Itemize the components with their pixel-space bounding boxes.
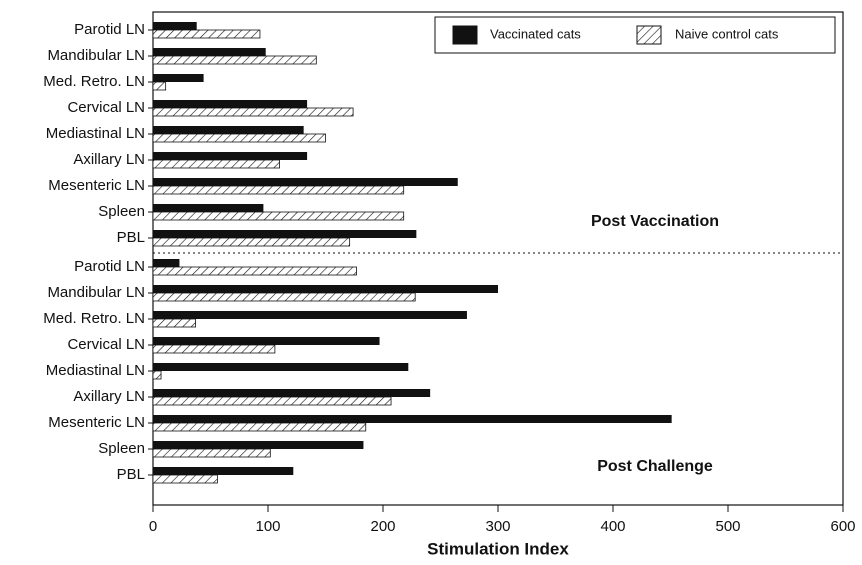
legend-swatch <box>636 25 662 45</box>
bar <box>152 29 261 39</box>
bar <box>152 448 271 458</box>
bar <box>153 285 498 293</box>
y-tick-label: Mesenteric LN <box>48 414 145 431</box>
bar <box>152 133 326 143</box>
bar <box>153 48 266 56</box>
bar <box>153 22 197 30</box>
y-tick-label: Parotid LN <box>74 258 145 275</box>
bar <box>152 344 276 354</box>
panel-annotation: Post Challenge <box>597 458 713 475</box>
x-tick-label: 100 <box>255 518 280 535</box>
legend-label: Vaccinated cats <box>490 26 581 41</box>
bar <box>153 259 180 267</box>
legend-label: Naive control cats <box>675 26 779 41</box>
bar <box>152 292 416 302</box>
bar <box>153 311 467 319</box>
x-axis-label: Stimulation Index <box>427 539 569 558</box>
y-tick-label: Mediastinal LN <box>46 362 145 379</box>
bar <box>152 396 392 406</box>
x-tick-label: 300 <box>485 518 510 535</box>
y-tick-label: Axillary LN <box>73 388 145 405</box>
y-tick-label: Spleen <box>98 440 145 457</box>
x-tick-label: 400 <box>600 518 625 535</box>
bar <box>152 474 218 484</box>
y-tick-label: Med. Retro. LN <box>43 73 145 90</box>
bar <box>153 363 409 371</box>
panel-annotation: Post Vaccination <box>591 213 719 230</box>
bar <box>153 415 672 423</box>
y-tick-label: Mandibular LN <box>47 47 145 64</box>
y-tick-label: Cervical LN <box>67 336 145 353</box>
bar <box>153 441 364 449</box>
x-tick-label: 600 <box>830 518 855 535</box>
legend-box <box>434 16 836 54</box>
bar <box>153 74 204 82</box>
y-tick-label: PBL <box>117 229 145 246</box>
bar <box>153 178 458 186</box>
y-tick-label: Spleen <box>98 203 145 220</box>
y-tick-label: Mesenteric LN <box>48 177 145 194</box>
bar <box>152 318 196 328</box>
bar <box>153 230 417 238</box>
bar <box>153 126 304 134</box>
bar <box>153 467 294 475</box>
x-tick-label: 500 <box>715 518 740 535</box>
legend-swatch <box>452 25 478 45</box>
bar <box>152 55 317 65</box>
bar <box>152 81 167 91</box>
bar <box>152 422 367 432</box>
bar <box>153 204 264 212</box>
bar <box>152 266 357 276</box>
bar <box>153 337 380 345</box>
x-tick-label: 0 <box>149 518 157 535</box>
y-tick-label: Mediastinal LN <box>46 125 145 142</box>
bar <box>152 370 162 380</box>
bar <box>152 159 280 169</box>
bar <box>153 100 308 108</box>
bar <box>152 185 405 195</box>
y-tick-label: Mandibular LN <box>47 284 145 301</box>
bar <box>152 211 405 221</box>
y-tick-label: Cervical LN <box>67 99 145 116</box>
y-tick-label: Parotid LN <box>74 21 145 38</box>
y-tick-label: Med. Retro. LN <box>43 310 145 327</box>
y-tick-label: Axillary LN <box>73 151 145 168</box>
x-tick-label: 200 <box>370 518 395 535</box>
bar <box>152 107 354 117</box>
bar <box>152 237 351 247</box>
bar <box>153 389 431 397</box>
bar <box>153 152 308 160</box>
y-tick-label: PBL <box>117 466 145 483</box>
